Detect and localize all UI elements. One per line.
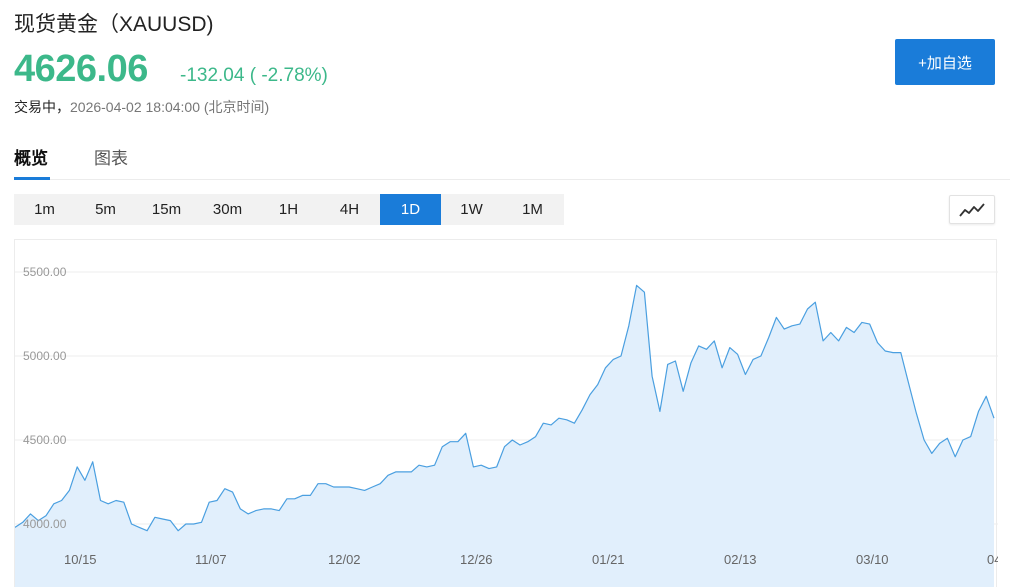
x-axis-tick-label: 11/07 (195, 552, 227, 567)
period-button-5m[interactable]: 5m (95, 201, 116, 218)
tab-bar: 概览 图表 (14, 144, 1010, 180)
x-axis-tick-label: 04/0 (987, 552, 998, 567)
tab-chart[interactable]: 图表 (94, 149, 128, 168)
instrument-title: 现货黄金（XAUUSD) (14, 13, 214, 36)
chart-type-button[interactable] (949, 195, 995, 224)
y-axis-tick-label: 5500.00 (23, 265, 67, 279)
period-selector: 1m 5m 15m 30m 1H 4H 1D 1W 1M (14, 194, 564, 225)
add-to-watchlist-button[interactable]: +加自选 (895, 39, 995, 85)
period-button-30m[interactable]: 30m (212, 201, 243, 218)
x-axis-tick-label: 01/21 (592, 552, 625, 567)
trading-status: 交易中，2026-04-02 18:04:00 (北京时间) (14, 97, 269, 117)
period-button-4h[interactable]: 4H (339, 201, 360, 218)
x-axis-tick-label: 12/02 (328, 552, 361, 567)
period-button-15m[interactable]: 15m (151, 201, 182, 218)
price-chart-svg: 5500.00 5000.00 4500.00 4000.00 10/15 11/07 12… (15, 265, 998, 587)
tab-overview[interactable]: 概览 (14, 144, 50, 180)
period-button-1h[interactable]: 1H (278, 201, 299, 218)
current-price: 4626.06 (14, 48, 148, 90)
status-timestamp: 2026-04-02 18:04:00 (北京时间) (70, 99, 270, 115)
period-button-1w[interactable]: 1W (460, 201, 483, 218)
price-line (15, 284, 995, 532)
period-button-1m[interactable]: 1m (34, 201, 55, 218)
x-axis-tick-label: 02/13 (724, 552, 757, 567)
period-button-1m[interactable]: 1M (522, 201, 543, 218)
y-axis-tick-label: 4000.00 (23, 517, 67, 531)
x-axis-tick-label: 10/15 (64, 552, 97, 567)
y-axis-tick-label: 5000.00 (23, 349, 67, 363)
price-change: -132.04 ( -2.78%) (180, 65, 328, 86)
y-axis-tick-label: 4500.00 (23, 433, 67, 447)
x-axis-tick-label: 03/10 (856, 552, 889, 567)
x-axis-tick-label: 12/26 (460, 552, 493, 567)
period-button-1d[interactable]: 1D (380, 194, 441, 225)
price-chart[interactable]: 5500.00 5000.00 4500.00 4000.00 10/15 11/07 12… (14, 239, 998, 587)
price-area (15, 285, 994, 587)
line-chart-icon (959, 202, 985, 217)
status-label: 交易中， (14, 99, 70, 115)
